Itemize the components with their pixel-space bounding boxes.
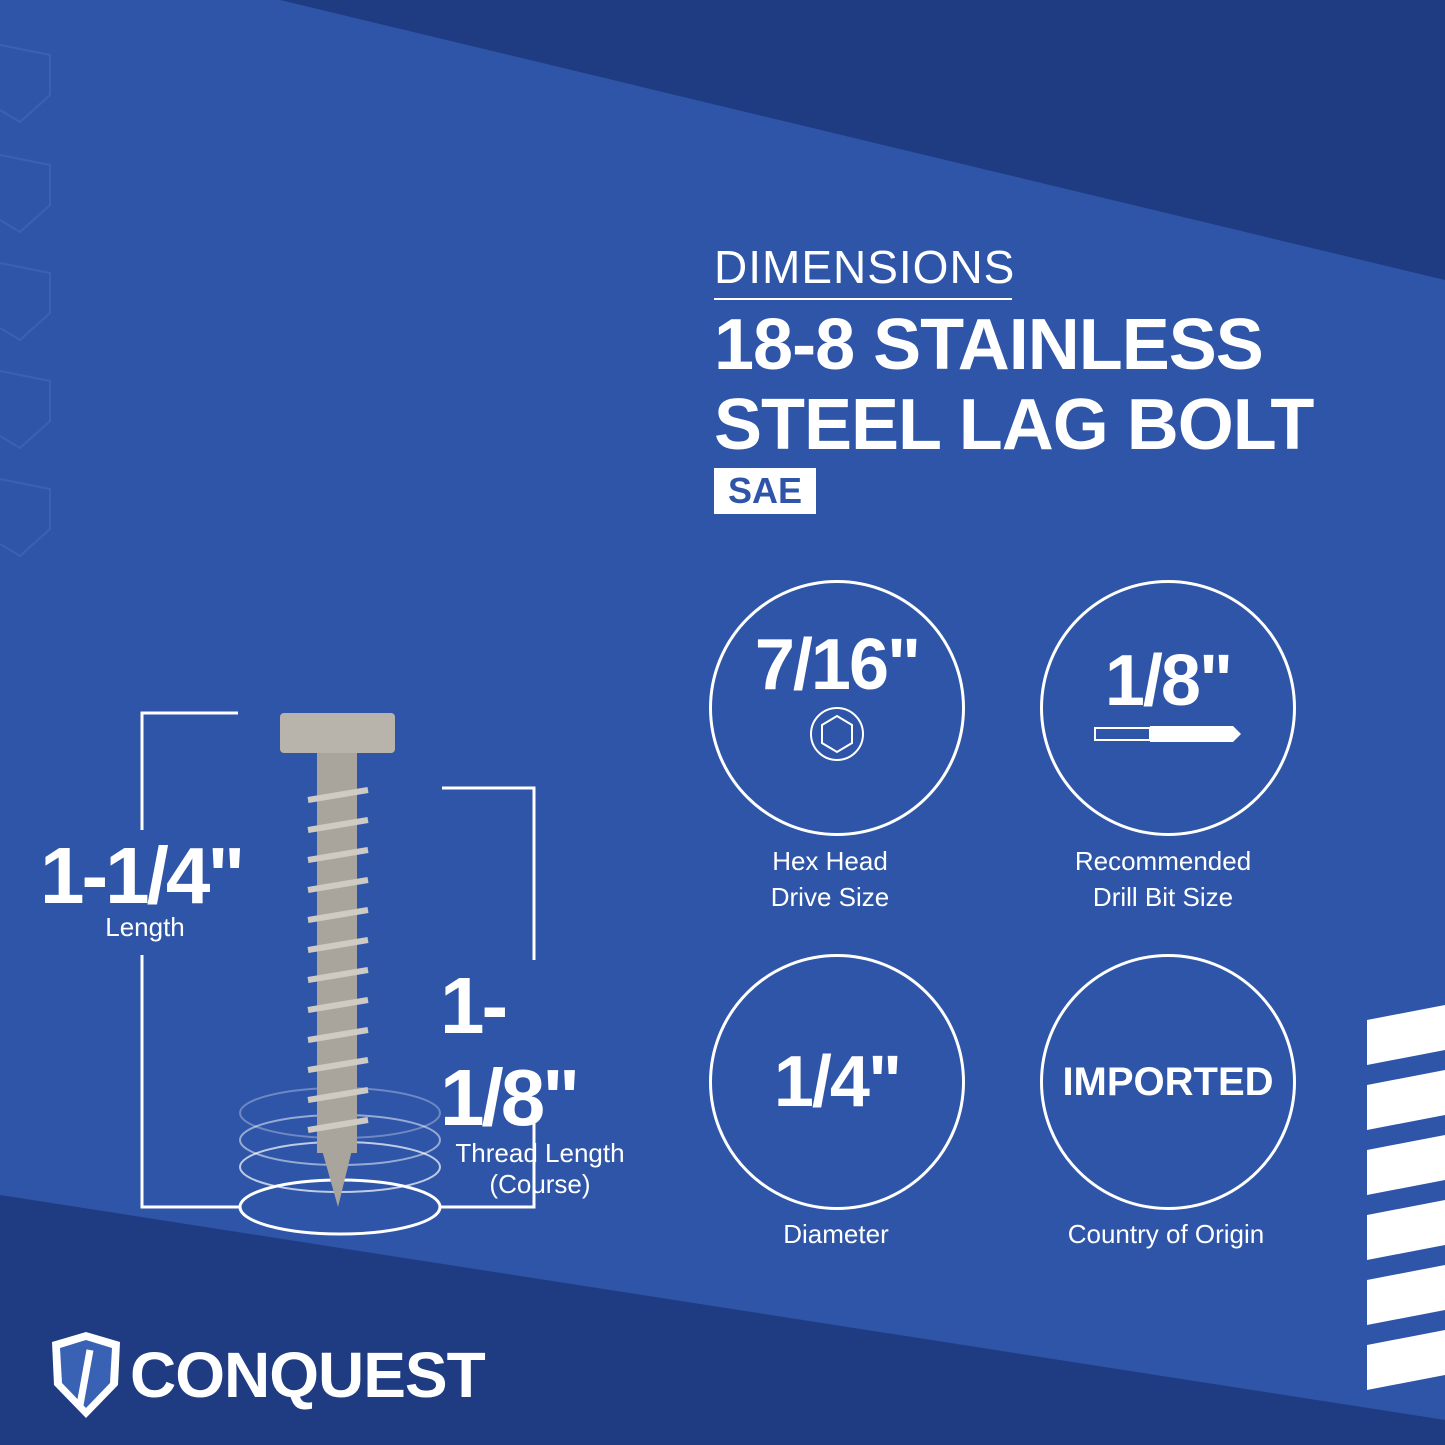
title-line-1: 18-8 STAINLESS [714, 305, 1264, 385]
spec-origin: IMPORTED [1040, 954, 1296, 1210]
spec-value: 1/8" [1104, 641, 1233, 721]
thread-callout: 1-1/8" Thread Length (Course) [440, 961, 625, 1199]
spec-label: Recommended Drill Bit Size [1074, 846, 1252, 912]
hex-icon [810, 707, 864, 761]
spec-value: IMPORTED [1062, 1059, 1274, 1104]
spec-label: Diameter [783, 1219, 889, 1249]
spec-drill-bit: 1/8" [1040, 580, 1296, 836]
length-callout: 1-1/4" Length [40, 831, 245, 942]
shield-logo-icon [52, 1332, 120, 1418]
title-line-2: STEEL LAG BOLT [714, 385, 1314, 465]
brand-logo: CONQUEST [50, 1330, 486, 1420]
spec-label: Hex Head Drive Size [770, 846, 890, 912]
spec-hex-drive: 7/16" [709, 580, 965, 836]
kicker: DIMENSIONS [714, 240, 1014, 300]
spec-value: 7/16" [754, 625, 921, 705]
drill-bit-icon [1094, 726, 1241, 742]
heading: DIMENSIONS 18-8 STAINLESS STEEL LAG BOLT… [714, 240, 1314, 514]
dimension-brackets [140, 711, 536, 1209]
spec-label: Country of Origin [1067, 1219, 1265, 1249]
shield-pattern [0, 44, 51, 558]
spec-value: 1/4" [773, 1042, 902, 1122]
stripes [1367, 1005, 1445, 1390]
lag-bolt-image [280, 713, 395, 1207]
bottom-dark-band [0, 1195, 1445, 1445]
top-dark-band [280, 0, 1445, 280]
spec-diameter: 1/4" [709, 954, 965, 1210]
sae-badge: SAE [714, 468, 817, 514]
